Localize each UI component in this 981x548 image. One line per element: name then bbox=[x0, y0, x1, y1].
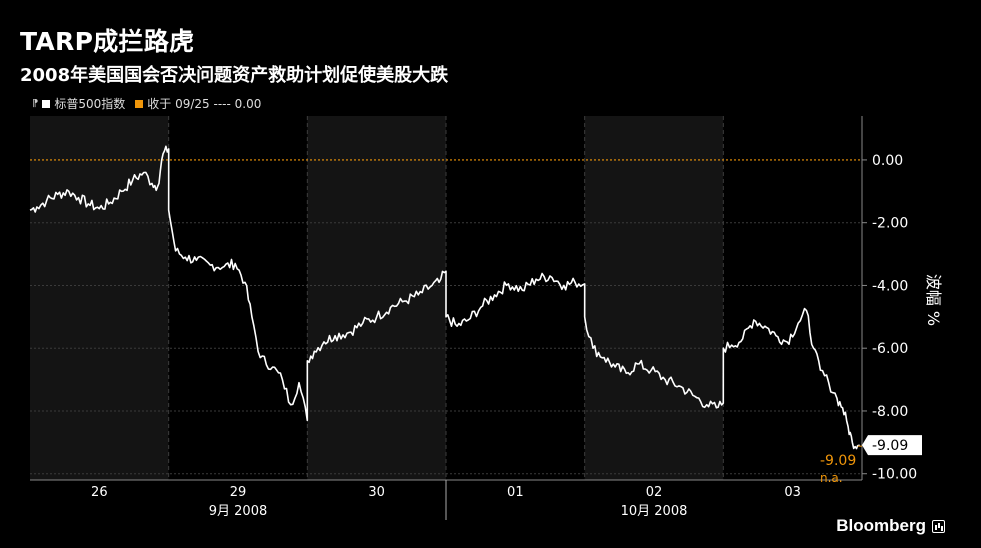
chart-icon bbox=[932, 519, 945, 533]
day-band-01 bbox=[446, 116, 585, 480]
last-value-label: -9.09 bbox=[872, 438, 908, 454]
day-band-30 bbox=[307, 116, 446, 480]
chart-subtitle: 2008年美国国会否决问题资产救助计划促使美股大跌 bbox=[20, 65, 449, 86]
legend-swatch-reference bbox=[135, 99, 144, 108]
secondary-value-label: -9.09 bbox=[820, 453, 856, 469]
y-tick-label: -10.00 bbox=[872, 467, 917, 483]
x-tick-label-26: 26 bbox=[91, 485, 108, 500]
month-label-oct: 10月 2008 bbox=[621, 504, 688, 519]
x-tick-label-29: 29 bbox=[230, 485, 247, 500]
legend-label-series: 标普500指数 bbox=[54, 97, 126, 111]
chart-title: TARP成拦路虎 bbox=[20, 27, 195, 56]
brand-name: Bloomberg bbox=[836, 516, 926, 535]
legend-item-series: ⁋ 标普500指数 bbox=[32, 95, 125, 112]
x-tick-label-02: 02 bbox=[646, 485, 663, 500]
legend-swatch-series bbox=[42, 99, 51, 108]
day-band-03 bbox=[723, 116, 862, 480]
legend: ⁋ 标普500指数 收于 09/25 ---- 0.00 bbox=[32, 95, 261, 112]
last-value-box bbox=[862, 435, 922, 456]
month-label-sep: 9月 2008 bbox=[209, 504, 268, 519]
na-label: n.a. bbox=[820, 471, 843, 485]
pin-icon: ⁋ bbox=[32, 98, 39, 109]
y-tick-label: -6.00 bbox=[872, 341, 908, 357]
day-band-02 bbox=[584, 116, 724, 480]
x-tick-label-30: 30 bbox=[368, 485, 385, 500]
y-axis-label: 波幅 % bbox=[924, 274, 943, 326]
y-tick-label: 0.00 bbox=[872, 153, 903, 169]
y-tick-label: -2.00 bbox=[872, 216, 908, 232]
y-tick-label: -8.00 bbox=[872, 404, 908, 420]
x-tick-label-03: 03 bbox=[784, 485, 801, 500]
legend-label-reference: 收于 09/25 ---- 0.00 bbox=[147, 97, 262, 111]
x-tick-label-01: 01 bbox=[507, 485, 524, 500]
legend-item-reference: 收于 09/25 ---- 0.00 bbox=[135, 95, 261, 112]
day-band-29 bbox=[168, 116, 308, 480]
y-tick-label: -4.00 bbox=[872, 278, 908, 294]
series-line bbox=[29, 145, 859, 450]
bloomberg-logo: Bloomberg bbox=[836, 516, 945, 536]
day-band-26 bbox=[30, 116, 169, 480]
